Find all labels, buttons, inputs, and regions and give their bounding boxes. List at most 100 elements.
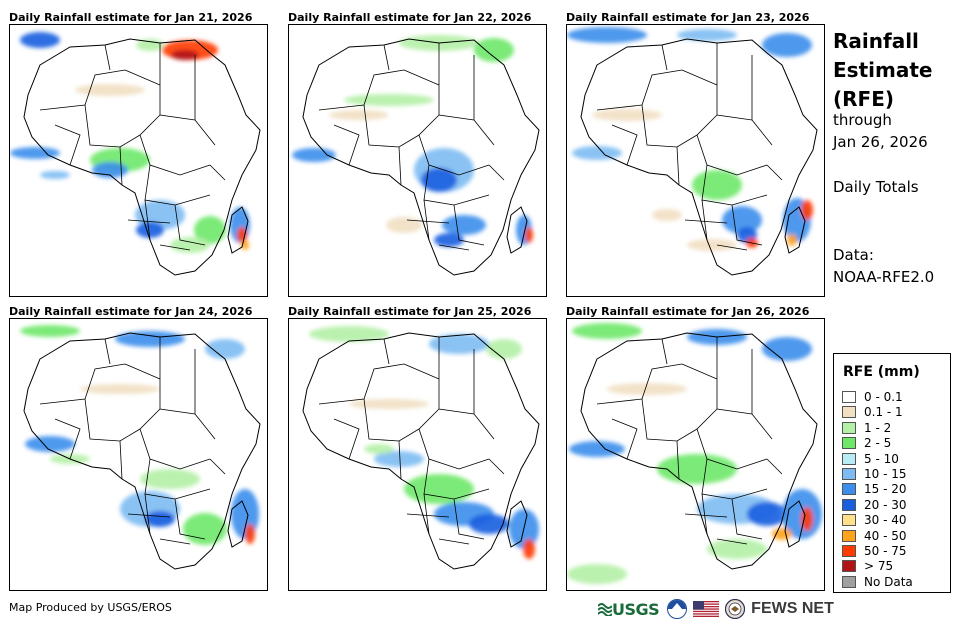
rainfall-area — [762, 33, 812, 57]
country-border — [403, 69, 475, 121]
legend-item: > 75 — [842, 559, 893, 573]
country-border — [39, 69, 126, 111]
rainfall-area — [170, 237, 210, 253]
rainfall-layer — [10, 32, 250, 253]
country-border — [209, 164, 226, 181]
legend-item: 10 - 15 — [842, 467, 907, 481]
africa-map — [302, 326, 540, 570]
panel-title: Daily Rainfall estimate for Jan 21, 2026 — [9, 11, 253, 24]
legend-label: 10 - 15 — [864, 467, 907, 481]
country-border — [318, 363, 405, 405]
country-border — [423, 458, 490, 500]
rainfall-area — [329, 110, 389, 120]
rainfall-area — [245, 524, 255, 544]
us-flag-icon — [693, 601, 720, 617]
country-border — [716, 244, 748, 251]
country-border — [403, 363, 475, 415]
legend-item: 50 - 75 — [842, 544, 907, 558]
legend-item: 15 - 20 — [842, 482, 907, 496]
country-border — [488, 164, 505, 181]
rainfall-area — [344, 94, 434, 106]
rainfall-area — [349, 399, 429, 409]
country-border — [661, 44, 668, 71]
rainfall-area — [421, 168, 457, 192]
rainfall-area — [140, 469, 200, 489]
title-line: (RFE) — [833, 87, 895, 111]
country-border — [333, 418, 360, 460]
country-border — [124, 69, 196, 121]
legend-swatch — [842, 529, 856, 542]
rainfall-map-jan21 — [9, 24, 268, 297]
rainfall-area — [572, 323, 642, 339]
country-border — [54, 418, 81, 460]
rainfall-area — [747, 502, 787, 526]
africa-map — [10, 32, 261, 276]
legend-label: 15 - 20 — [864, 482, 907, 497]
rainfall-area — [707, 539, 767, 559]
country-border — [681, 69, 753, 121]
country-border — [194, 55, 216, 146]
country-border — [194, 349, 216, 440]
country-border — [383, 338, 390, 365]
country-border — [453, 498, 485, 540]
rainfall-area — [572, 146, 622, 160]
country-border — [701, 164, 768, 206]
country-border — [127, 513, 171, 518]
country-border — [318, 69, 405, 111]
rainfall-area — [20, 325, 80, 337]
panel-title: Daily Rainfall estimate for Jan 23, 2026 — [566, 11, 810, 24]
rainfall-area — [787, 234, 797, 246]
country-border — [676, 440, 680, 480]
country-border — [423, 164, 490, 206]
legend-item: 1 - 2 — [842, 421, 891, 435]
legend-item: 2 - 5 — [842, 436, 891, 450]
rainfall-area — [762, 337, 812, 361]
legend-swatch — [842, 421, 856, 434]
rainfall-area — [687, 239, 737, 251]
rainfall-area — [115, 331, 185, 347]
rainfall-layer — [20, 325, 259, 545]
rainfall-area — [136, 222, 164, 238]
country-border — [54, 124, 81, 166]
country-border — [127, 219, 171, 224]
rainfall-area — [25, 436, 75, 452]
country-border — [488, 458, 505, 475]
rainfall-area — [309, 326, 389, 342]
country-border — [174, 498, 206, 540]
rainfall-area — [10, 147, 60, 159]
country-border — [473, 349, 495, 440]
legend-label: 0 - 0.1 — [864, 390, 903, 404]
country-border — [139, 428, 211, 470]
rainfall-area — [136, 39, 164, 51]
country-border — [159, 538, 191, 545]
country-border — [39, 363, 126, 405]
country-border — [119, 146, 123, 186]
rainfall-area — [722, 206, 762, 234]
title-line: Rainfall — [833, 29, 919, 53]
rainfall-area — [567, 564, 627, 584]
country-border — [611, 124, 638, 166]
legend-swatch — [842, 452, 856, 465]
usgs-wave-icon — [598, 603, 612, 616]
legend-item: 0 - 0.1 — [842, 390, 903, 404]
africa-map — [567, 27, 818, 276]
country-border — [398, 440, 402, 480]
usaid-seal-icon — [725, 599, 746, 619]
rainfall-area — [145, 511, 175, 527]
rainfall-area — [171, 50, 199, 60]
legend-label: 1 - 2 — [864, 420, 892, 435]
rainfall-area — [657, 454, 737, 484]
rainfall-area — [652, 209, 682, 221]
rainfall-area — [523, 539, 535, 559]
rainfall-area — [567, 27, 647, 43]
country-border — [144, 164, 211, 206]
country-border — [144, 199, 151, 241]
rainfall-area — [569, 441, 625, 457]
madagascar-outline — [506, 500, 528, 548]
fews-net-logo: FEWS NET — [751, 600, 834, 617]
country-border — [174, 204, 206, 246]
rainfall-area — [442, 215, 486, 235]
legend-item: 30 - 40 — [842, 513, 907, 527]
rainfall-area — [801, 200, 813, 220]
